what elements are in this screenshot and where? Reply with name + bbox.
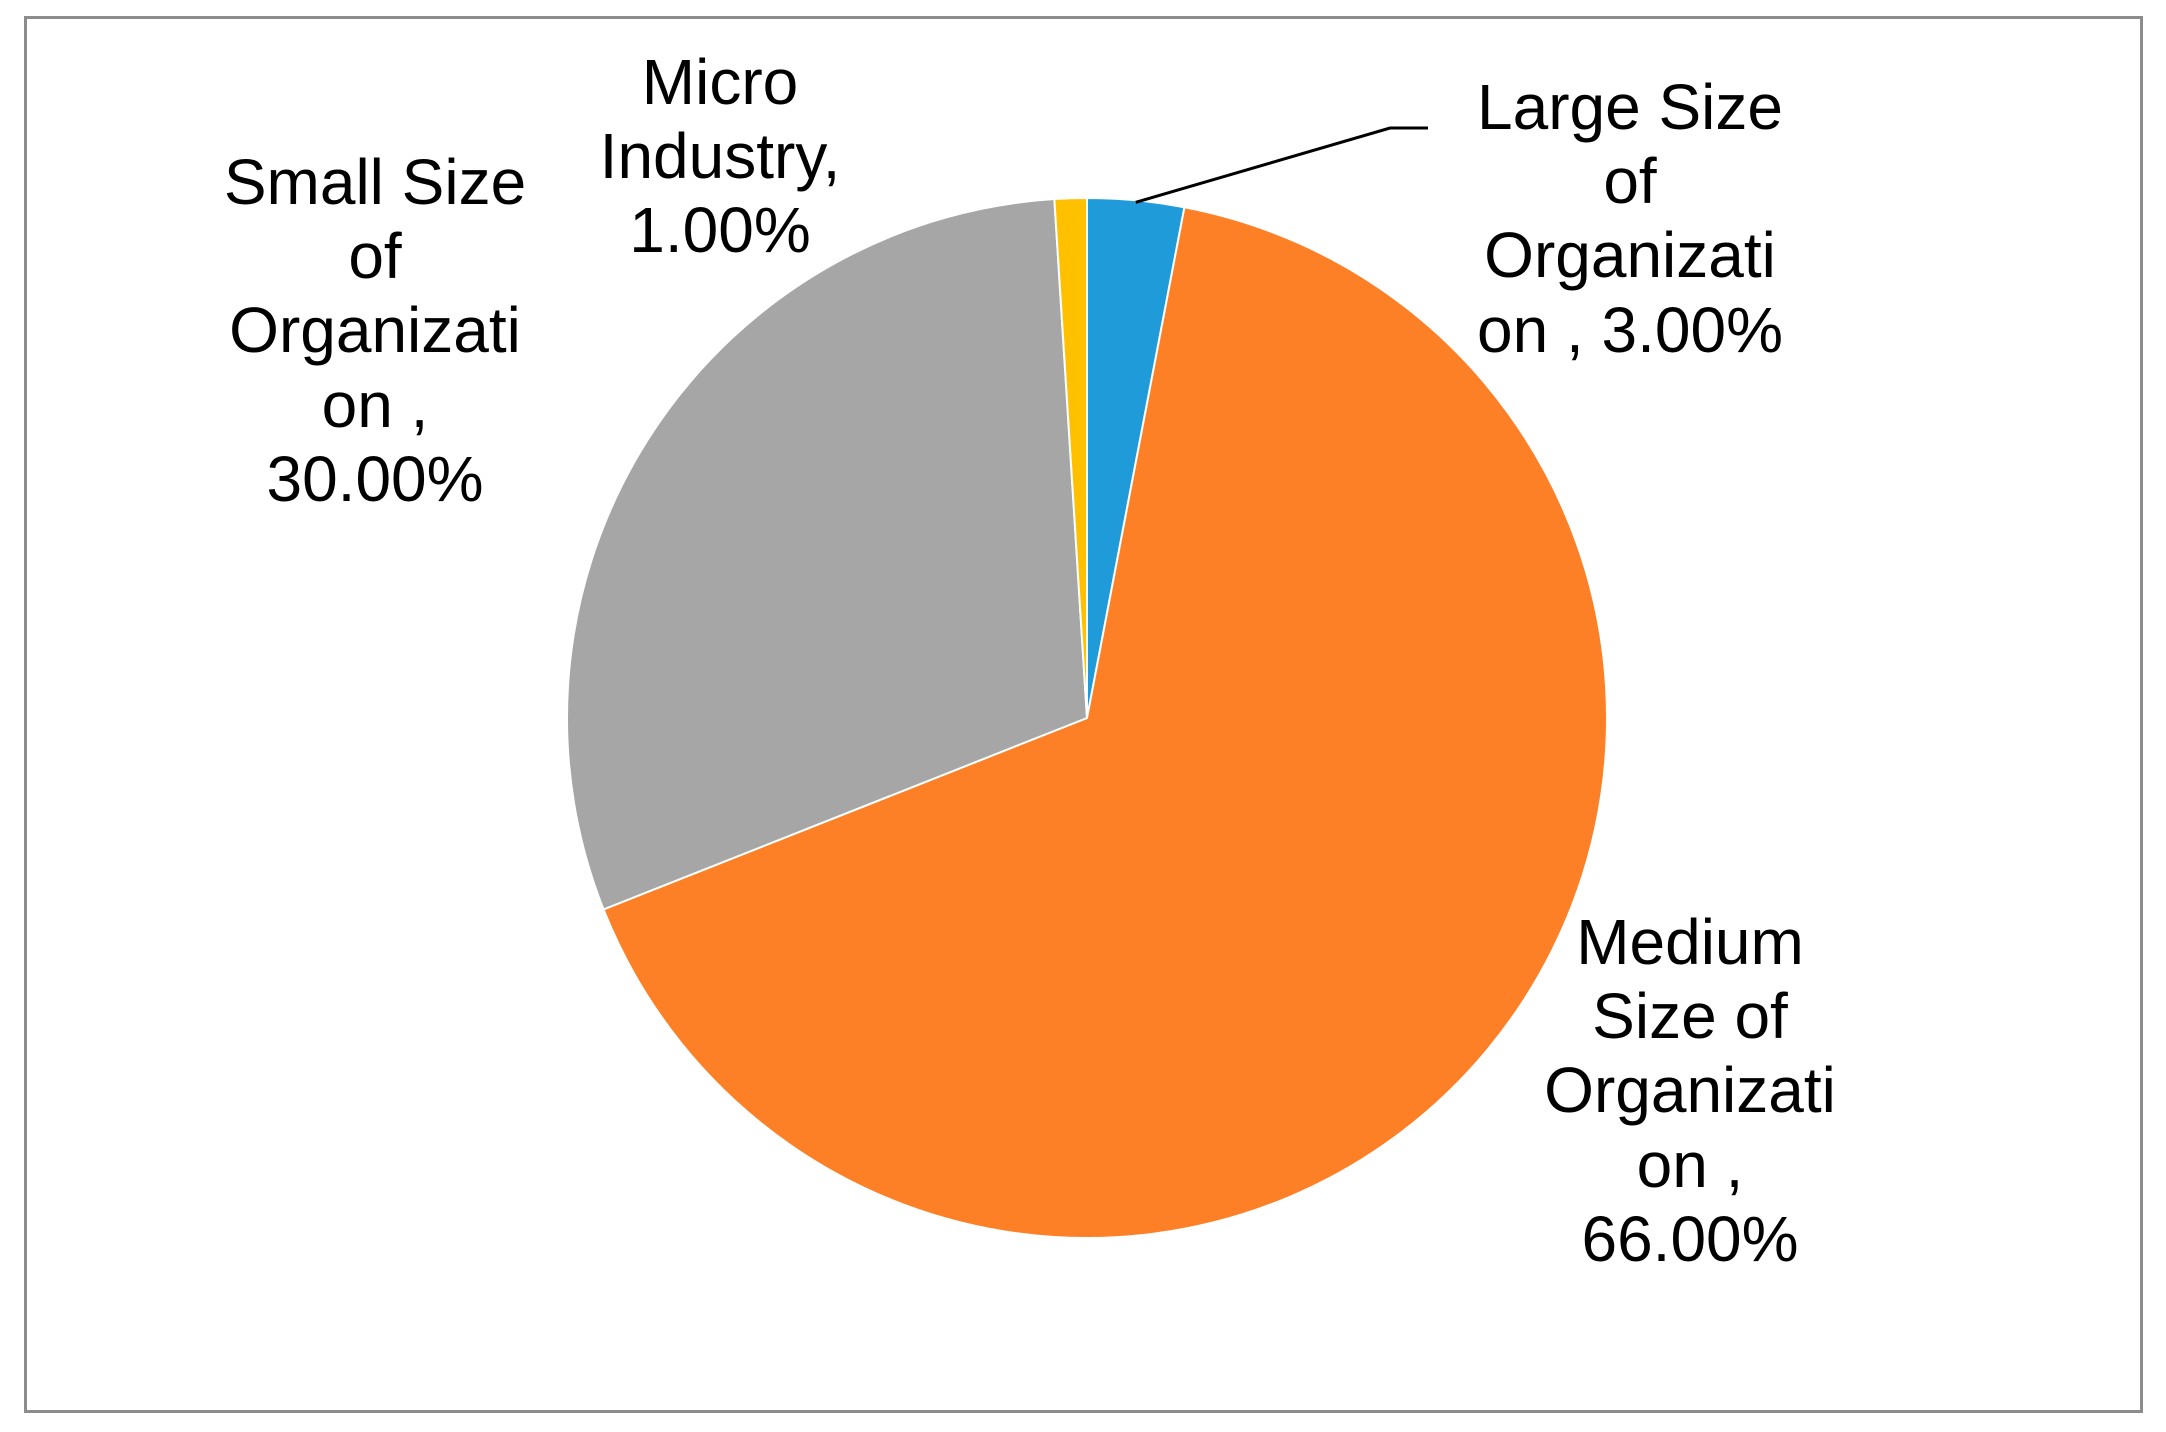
slice-label-large-line: on , 3.00% [1477, 293, 1783, 366]
leader-line-large [1135, 126, 1428, 204]
slice-label-large: Large Size of Organizati on , 3.00% [1440, 70, 1820, 367]
pie-slice-micro [1053, 196, 1088, 719]
slice-label-medium: Medium Size of Organizati on , 66.00% [1500, 905, 1880, 1276]
slice-label-micro: Micro Industry, 1.00% [540, 45, 900, 268]
slice-label-small-line: of [348, 220, 402, 293]
slice-label-micro-line: 1.00% [629, 194, 811, 267]
slice-label-small-line: on , [321, 368, 429, 441]
slice-label-small-line: Small Size [223, 146, 527, 218]
slice-label-micro-line: Micro [641, 46, 799, 118]
slice-label-large-line: of [1603, 145, 1657, 218]
slice-label-large-line: Large Size [1477, 71, 1783, 143]
slice-label-medium-line: Size of [1592, 980, 1788, 1053]
pie-slice-small [566, 197, 1089, 911]
pie-slice-medium [602, 206, 1608, 1239]
slice-label-medium-line: Medium [1576, 906, 1804, 978]
slice-label-micro-line: Industry, [599, 120, 841, 193]
slice-label-medium-line: on , [1636, 1128, 1744, 1201]
slice-label-small-line: Organizati [229, 294, 521, 367]
slice-label-small: Small Size of Organizati on , 30.00% [185, 145, 565, 516]
slice-label-large-line: Organizati [1484, 219, 1776, 292]
slice-label-small-line: 30.00% [266, 442, 484, 515]
slice-label-medium-line: Organizati [1544, 1054, 1836, 1127]
slice-label-medium-line: 66.00% [1581, 1202, 1799, 1275]
